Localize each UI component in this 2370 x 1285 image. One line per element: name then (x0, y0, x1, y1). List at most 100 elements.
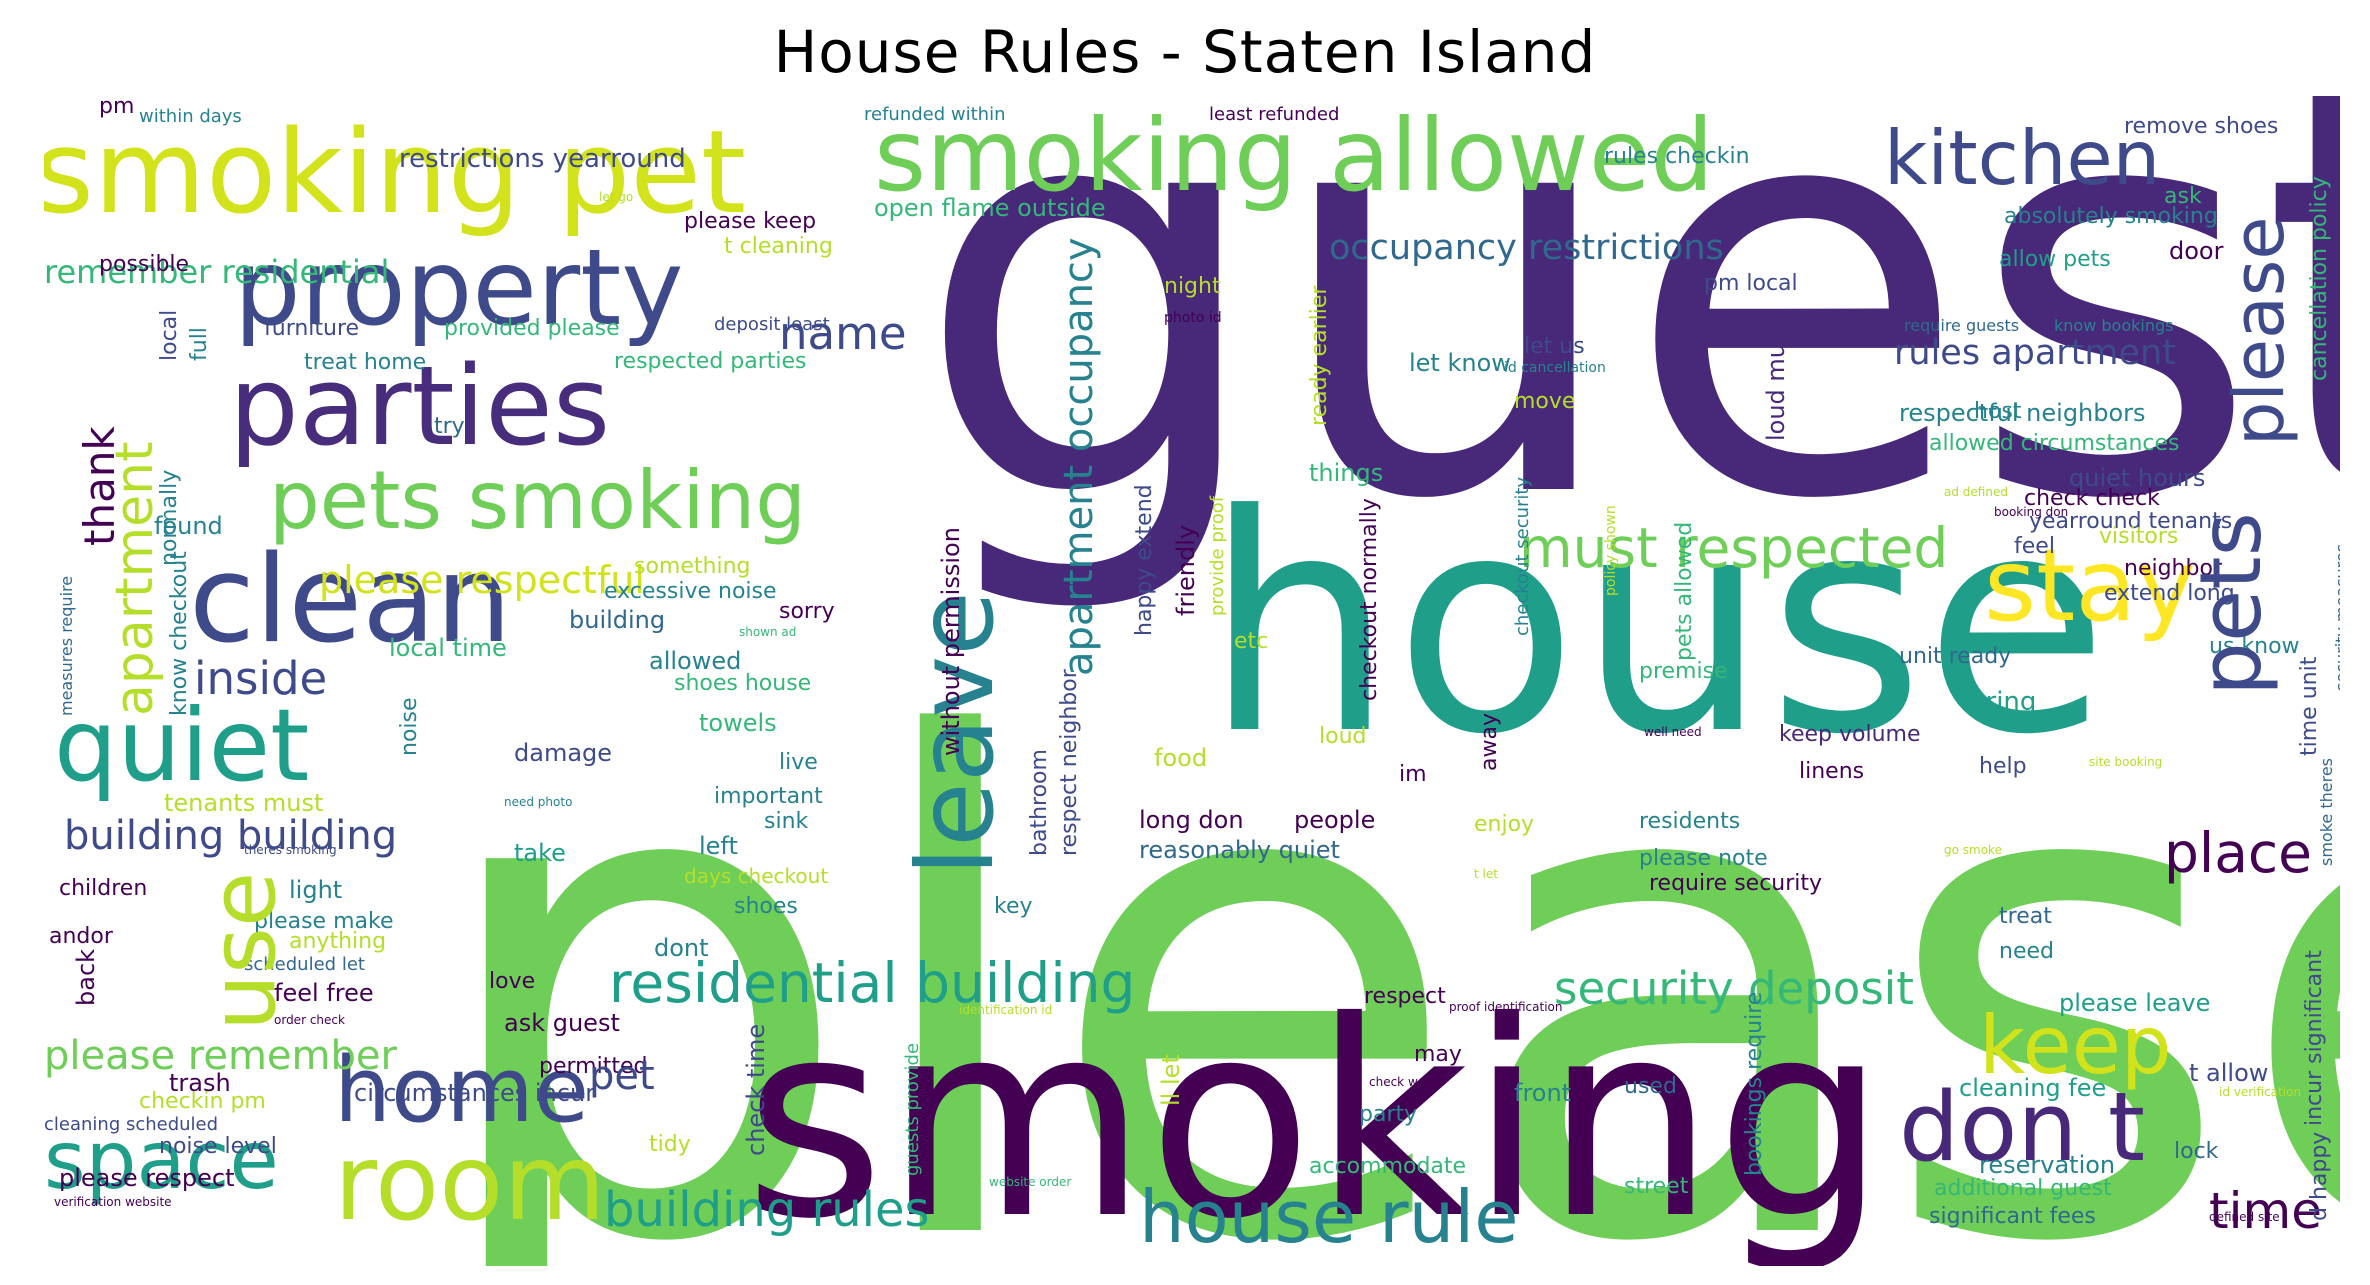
cloud-word: house rule (1139, 1175, 1519, 1259)
cloud-word: pet (589, 1053, 655, 1099)
cloud-word: quiet hours (2069, 464, 2206, 492)
cloud-word: tenants must (164, 789, 324, 817)
cloud-word: bring (1969, 687, 2037, 717)
cloud-word: checkout normally (1357, 498, 1382, 701)
cloud-word: host (1974, 399, 2022, 424)
cloud-word: reservation (1979, 1151, 2116, 1179)
cloud-word: found (154, 512, 223, 540)
cloud-word: building (569, 606, 666, 634)
cloud-word: additional guest (1934, 1176, 2112, 1201)
cloud-word: theres smoking (244, 843, 337, 857)
cloud-word: smoking pet (44, 106, 747, 240)
cloud-word: street (1624, 1174, 1689, 1199)
cloud-word: feel (2014, 534, 2055, 559)
cloud-word: back (72, 948, 100, 1006)
cloud-word: treat (1999, 904, 2052, 929)
cloud-word: clean (189, 531, 512, 670)
cloud-word: scheduled let (244, 954, 365, 975)
cloud-word: long don (1139, 806, 1244, 834)
cloud-word: loud (1319, 724, 1367, 749)
cloud-word: feel free (274, 979, 374, 1007)
cloud-word: kitchen (1884, 114, 2161, 202)
cloud-word: food (1154, 744, 1208, 772)
cloud-word: cleaning fee (1959, 1074, 2107, 1102)
cloud-word: noise (397, 697, 422, 756)
cloud-word: residential building (609, 951, 1136, 1015)
cloud-word: order check (274, 1013, 345, 1027)
cloud-word: please respectful (319, 558, 645, 602)
cloud-word: may (1414, 1042, 1462, 1067)
cloud-word: respect neighbor (1057, 669, 1082, 856)
cloud-word: pm (99, 96, 135, 119)
cloud-word: local (157, 309, 182, 361)
cloud-word: property (234, 227, 684, 349)
chart-title: House Rules - Staten Island (773, 18, 1597, 86)
cloud-word: neighbor (2124, 556, 2222, 581)
cloud-word: extend long (2104, 581, 2235, 606)
cloud-word: don t (1899, 1073, 2146, 1183)
cloud-word: building building (64, 813, 398, 859)
cloud-word: restrictions yearround (399, 144, 686, 174)
cloud-word: id cancellation (1504, 360, 1606, 376)
cloud-word: keep (1979, 999, 2172, 1092)
cloud-word: checkout security (1512, 476, 1533, 636)
cloud-word: premise (1639, 659, 1728, 684)
cloud-word: visitors (2099, 524, 2179, 549)
cloud-word: andor (49, 924, 113, 949)
cloud-word: provide proof (1207, 495, 1228, 616)
cloud-word: t let (1474, 867, 1498, 881)
cloud-word: space (44, 1114, 279, 1207)
cloud-word: door (2169, 237, 2224, 265)
cloud-word: rules checkin (1604, 144, 1750, 169)
cloud-word: building rules (604, 1182, 930, 1238)
cloud-word: take (514, 839, 566, 867)
cloud-word: photo id (1164, 310, 1222, 326)
cloud-word: shown ad (739, 625, 797, 639)
cloud-word: shoes house (674, 671, 812, 696)
cloud-word: incur significant (2302, 950, 2327, 1126)
cloud-word: friendly (1172, 524, 1200, 616)
cloud-word: circumstances incur (354, 1079, 596, 1107)
cloud-word: damage (514, 739, 613, 767)
cloud-word: require security (1649, 871, 1823, 896)
cloud-word: need (1999, 939, 2054, 964)
cloud-word: d happy (2307, 1131, 2332, 1221)
cloud-word: pets (2182, 512, 2281, 696)
cloud-word: policy shown (1603, 505, 1619, 596)
cloud-word: please remember (44, 1033, 397, 1079)
cloud-word: rules apartment (1894, 333, 2176, 373)
cloud-word: towels (699, 709, 777, 737)
cloud-word: check time (742, 1023, 770, 1156)
cloud-word: help (1979, 754, 2027, 779)
cloud-word: us know (2209, 634, 2300, 659)
cloud-word: sink (764, 809, 809, 834)
cloud-word: dont (654, 934, 709, 962)
cloud-word: reasonably quiet (1139, 836, 1340, 864)
cloud-word: respectful neighbors (1899, 399, 2146, 427)
cloud-word: let go (599, 190, 634, 204)
cloud-word: security deposit (1554, 962, 1914, 1015)
cloud-word: im (1399, 762, 1427, 787)
cloud-word: residents (1639, 809, 1741, 834)
cloud-word: go smoke (1944, 843, 2002, 857)
cloud-word: people (1294, 806, 1376, 834)
cloud-word: ask (2164, 184, 2202, 209)
cloud-word: front (1514, 1079, 1572, 1107)
cloud-word: pets smoking (269, 454, 807, 547)
cloud-word: etc (1234, 629, 1269, 654)
cloud-word: smoking allowed (874, 97, 1714, 214)
cloud-word: linens (1799, 759, 1865, 784)
cloud-word: full (187, 327, 212, 361)
cloud-word: let us (1524, 334, 1585, 359)
cloud-word: love (489, 969, 536, 994)
cloud-word: bathroom (1027, 749, 1052, 856)
cloud-word: night (1164, 274, 1221, 299)
cloud-word: check check (2024, 486, 2160, 511)
cloud-word: yearround tenants (2029, 509, 2233, 534)
word-cloud: pleaseguesthouse smoking smoking pet smokin… (44, 96, 2340, 1266)
cloud-word: significant fees (1929, 1204, 2096, 1229)
cloud-word: know bookings (2054, 316, 2174, 335)
cloud-word: website order (989, 1175, 1072, 1189)
cloud-word: please respect (59, 1164, 235, 1192)
cloud-word: measures require (57, 575, 76, 716)
